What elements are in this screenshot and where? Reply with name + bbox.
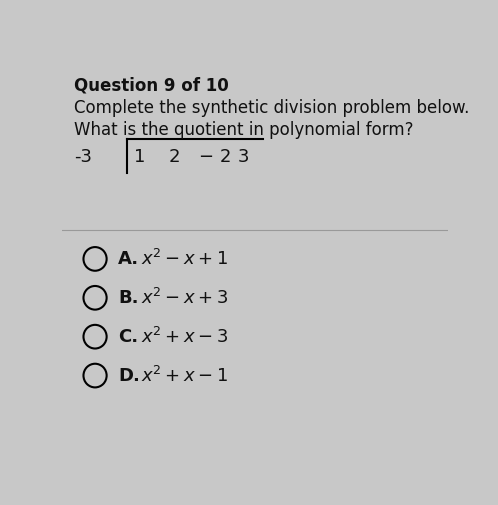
- Text: B.: B.: [118, 289, 139, 307]
- Text: Complete the synthetic division problem below.: Complete the synthetic division problem …: [74, 99, 469, 118]
- Text: A.: A.: [118, 250, 139, 268]
- Text: D.: D.: [118, 367, 140, 385]
- Text: -3: -3: [74, 148, 92, 166]
- Text: C.: C.: [118, 328, 138, 346]
- Text: $x^2 - x + 1$: $x^2 - x + 1$: [141, 249, 229, 269]
- Text: $x^2 + x - 3$: $x^2 + x - 3$: [141, 327, 229, 347]
- Text: $x^2 - x + 3$: $x^2 - x + 3$: [141, 288, 229, 308]
- Text: Question 9 of 10: Question 9 of 10: [74, 76, 229, 94]
- Text: 2: 2: [168, 148, 180, 166]
- Text: $x^2 + x - 1$: $x^2 + x - 1$: [141, 366, 229, 386]
- Text: − 2: − 2: [199, 148, 232, 166]
- Text: What is the quotient in polynomial form?: What is the quotient in polynomial form?: [74, 121, 413, 139]
- Text: 3: 3: [238, 148, 249, 166]
- Text: 1: 1: [133, 148, 145, 166]
